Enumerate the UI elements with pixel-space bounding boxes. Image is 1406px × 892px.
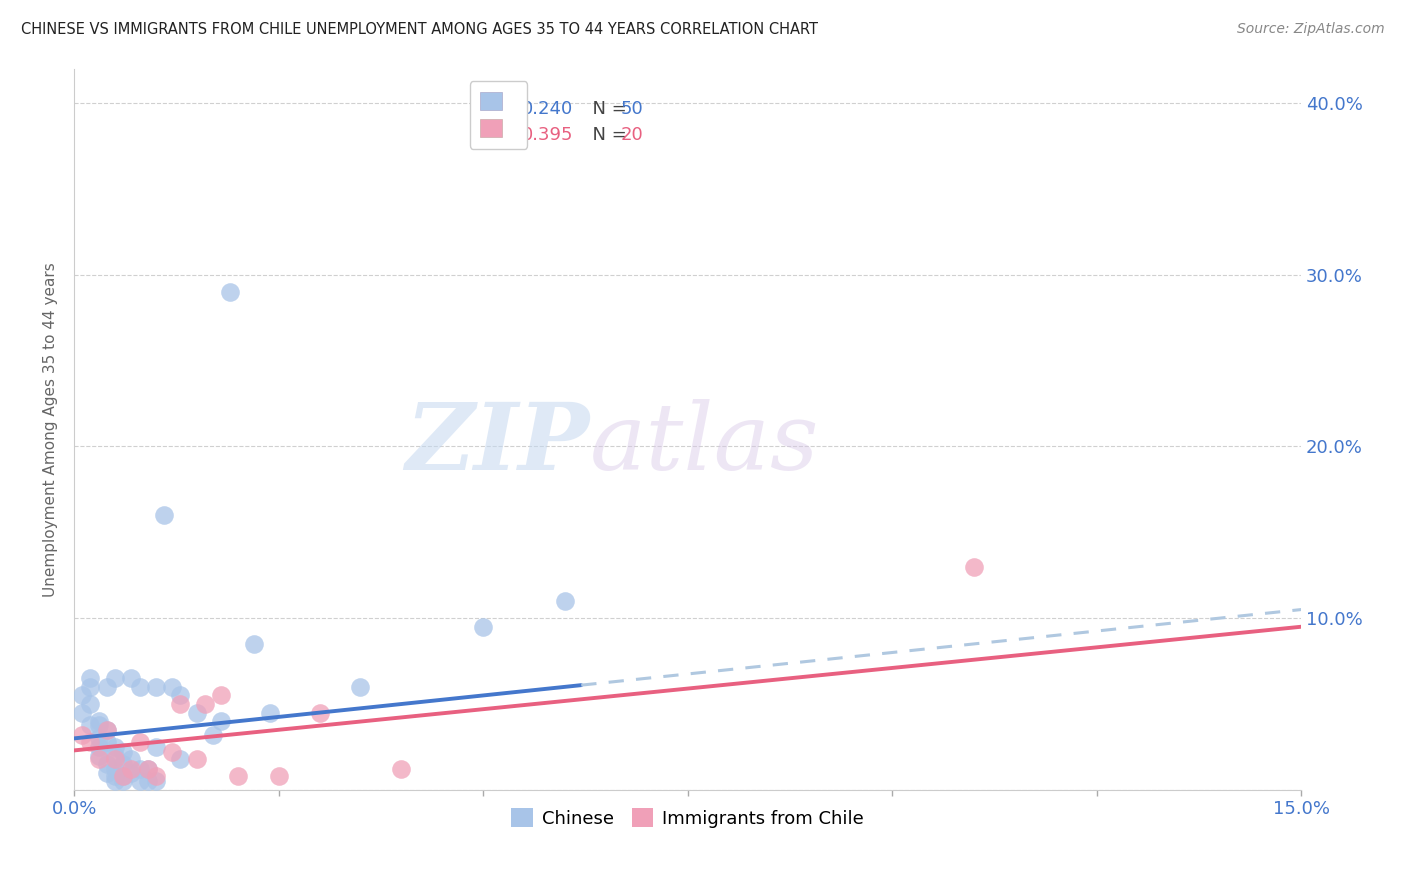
Point — [349, 680, 371, 694]
Point — [145, 680, 167, 694]
Point — [120, 671, 142, 685]
Point — [79, 697, 101, 711]
Point — [96, 735, 118, 749]
Point — [202, 728, 225, 742]
Point — [104, 752, 127, 766]
Point — [128, 735, 150, 749]
Point — [87, 752, 110, 766]
Point — [226, 769, 249, 783]
Point — [79, 735, 101, 749]
Point — [72, 689, 94, 703]
Point — [112, 745, 135, 759]
Point — [96, 680, 118, 694]
Point — [186, 752, 208, 766]
Text: R =: R = — [485, 127, 524, 145]
Text: 20: 20 — [620, 127, 643, 145]
Text: N =: N = — [581, 100, 633, 119]
Text: 50: 50 — [620, 100, 643, 119]
Point — [120, 765, 142, 780]
Point — [209, 714, 232, 729]
Text: atlas: atlas — [589, 399, 818, 489]
Point — [169, 689, 191, 703]
Point — [145, 769, 167, 783]
Point — [112, 757, 135, 772]
Point — [169, 697, 191, 711]
Point — [104, 769, 127, 783]
Point — [96, 757, 118, 772]
Point — [79, 680, 101, 694]
Text: Source: ZipAtlas.com: Source: ZipAtlas.com — [1237, 22, 1385, 37]
Point — [120, 752, 142, 766]
Point — [243, 637, 266, 651]
Point — [128, 762, 150, 776]
Point — [112, 769, 135, 783]
Point — [87, 731, 110, 746]
Point — [79, 671, 101, 685]
Point — [209, 689, 232, 703]
Point — [79, 717, 101, 731]
Point — [162, 745, 184, 759]
Point — [153, 508, 176, 522]
Point — [136, 762, 159, 776]
Point — [218, 285, 240, 299]
Point — [472, 620, 495, 634]
Point — [169, 752, 191, 766]
Text: CHINESE VS IMMIGRANTS FROM CHILE UNEMPLOYMENT AMONG AGES 35 TO 44 YEARS CORRELAT: CHINESE VS IMMIGRANTS FROM CHILE UNEMPLO… — [21, 22, 818, 37]
Point — [554, 594, 576, 608]
Point — [87, 748, 110, 763]
Point — [194, 697, 217, 711]
Point — [104, 748, 127, 763]
Point — [87, 739, 110, 754]
Point — [112, 774, 135, 789]
Point — [120, 762, 142, 776]
Point — [104, 762, 127, 776]
Text: N =: N = — [581, 127, 633, 145]
Point — [267, 769, 290, 783]
Y-axis label: Unemployment Among Ages 35 to 44 years: Unemployment Among Ages 35 to 44 years — [44, 262, 58, 597]
Point — [87, 717, 110, 731]
Point — [128, 680, 150, 694]
Point — [136, 762, 159, 776]
Point — [72, 706, 94, 720]
Point — [104, 671, 127, 685]
Text: 0.240: 0.240 — [522, 100, 574, 119]
Text: 0.395: 0.395 — [522, 127, 574, 145]
Point — [136, 774, 159, 789]
Point — [87, 714, 110, 729]
Point — [128, 774, 150, 789]
Point — [162, 680, 184, 694]
Point — [104, 739, 127, 754]
Point — [145, 739, 167, 754]
Point — [308, 706, 330, 720]
Point — [145, 774, 167, 789]
Text: ZIP: ZIP — [405, 399, 589, 489]
Point — [104, 774, 127, 789]
Point — [259, 706, 281, 720]
Text: R =: R = — [485, 100, 524, 119]
Point — [963, 559, 986, 574]
Point — [112, 769, 135, 783]
Point — [96, 723, 118, 737]
Point — [72, 728, 94, 742]
Point — [389, 762, 412, 776]
Legend: Chinese, Immigrants from Chile: Chinese, Immigrants from Chile — [503, 801, 872, 835]
Point — [96, 765, 118, 780]
Point — [96, 723, 118, 737]
Point — [186, 706, 208, 720]
